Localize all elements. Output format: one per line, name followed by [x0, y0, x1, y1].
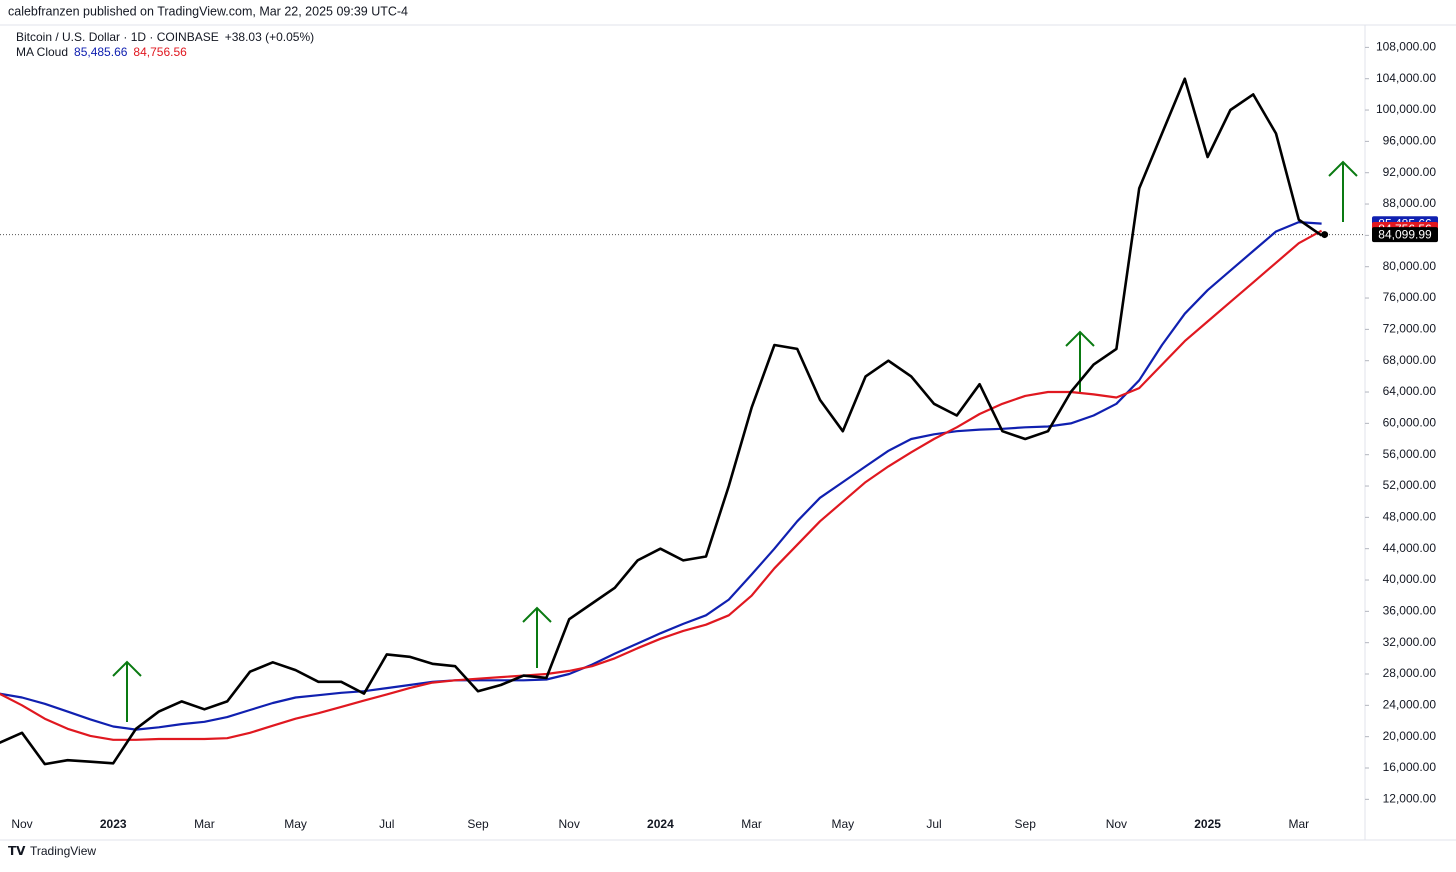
- y-tick-label: 104,000.00: [1376, 71, 1436, 85]
- price-tag: [1372, 227, 1438, 243]
- footer: TradingView: [30, 844, 96, 858]
- y-tick-label: 60,000.00: [1383, 416, 1437, 430]
- y-tick-label: 28,000.00: [1383, 666, 1437, 680]
- y-tick-label: 56,000.00: [1383, 447, 1437, 461]
- last-point: [1321, 231, 1329, 239]
- y-tick-label: 20,000.00: [1383, 729, 1437, 743]
- y-tick-label: 76,000.00: [1383, 290, 1437, 304]
- x-tick-label: Mar: [741, 817, 762, 831]
- y-tick-label: 24,000.00: [1383, 698, 1437, 712]
- indicator-legend: MA Cloud 85,485.66 84,756.56: [16, 45, 187, 59]
- x-tick-label: 2025: [1194, 817, 1221, 831]
- x-tick-label: Jul: [379, 817, 394, 831]
- publisher: calebfranzen published on TradingView.co…: [8, 4, 408, 18]
- y-tick-label: 96,000.00: [1383, 134, 1437, 148]
- x-tick-label: 2023: [100, 817, 127, 831]
- arrow: [1065, 330, 1095, 392]
- y-tick-label: 100,000.00: [1376, 102, 1436, 116]
- arrow: [112, 660, 142, 722]
- legend-value: 85,485.66: [74, 45, 128, 59]
- x-tick-label: Mar: [194, 817, 215, 831]
- y-tick-label: 32,000.00: [1383, 635, 1437, 649]
- plot: [0, 77, 1365, 766]
- x-tick-label: May: [831, 817, 854, 831]
- y-tick-label: 88,000.00: [1383, 196, 1437, 210]
- y-tick-label: 64,000.00: [1383, 384, 1437, 398]
- indicator: MA Cloud: [16, 45, 68, 59]
- y-tick-label: 44,000.00: [1383, 541, 1437, 555]
- series-line: [0, 77, 1323, 766]
- title: Bitcoin / U.S. Dollar · 1D · COINBASE: [16, 30, 219, 44]
- footer-logo: 𝗧𝗩: [8, 844, 26, 858]
- y-tick-label: 48,000.00: [1383, 510, 1437, 524]
- change: +38.03 (+0.05%): [225, 30, 314, 44]
- y-tick-label: 12,000.00: [1383, 792, 1437, 806]
- annotation-arrows: [112, 160, 1358, 722]
- price-tag-label: 84,099.99: [1378, 227, 1432, 241]
- y-tick-label: 80,000.00: [1383, 259, 1437, 273]
- y-tick-label: 68,000.00: [1383, 353, 1437, 367]
- y-tick-label: 108,000.00: [1376, 40, 1436, 54]
- x-tick-label: Sep: [467, 817, 489, 831]
- y-tick-label: 52,000.00: [1383, 478, 1437, 492]
- y-tick-label: 40,000.00: [1383, 572, 1437, 586]
- series-line: [0, 229, 1323, 741]
- x-tick-label: Nov: [559, 817, 580, 831]
- y-tick-label: 16,000.00: [1383, 760, 1437, 774]
- legend-value: 84,756.56: [133, 45, 187, 59]
- x-tick-label: Mar: [1288, 817, 1309, 831]
- arrow: [1328, 160, 1358, 222]
- x-tick-label: May: [284, 817, 307, 831]
- x-tick-label: Sep: [1015, 817, 1037, 831]
- series-line: [0, 221, 1322, 731]
- symbol: Bitcoin / U.S. Dollar · 1D · COINBASE +38…: [16, 30, 314, 44]
- x-tick-label: Nov: [11, 817, 32, 831]
- x-tick-label: Nov: [1106, 817, 1127, 831]
- y-tick-label: 92,000.00: [1383, 165, 1437, 179]
- arrow: [522, 606, 552, 668]
- x-tick-label: 2024: [647, 817, 674, 831]
- y-tick-label: 72,000.00: [1383, 322, 1437, 336]
- y-tick-label: 36,000.00: [1383, 604, 1437, 618]
- x-tick-label: Jul: [926, 817, 941, 831]
